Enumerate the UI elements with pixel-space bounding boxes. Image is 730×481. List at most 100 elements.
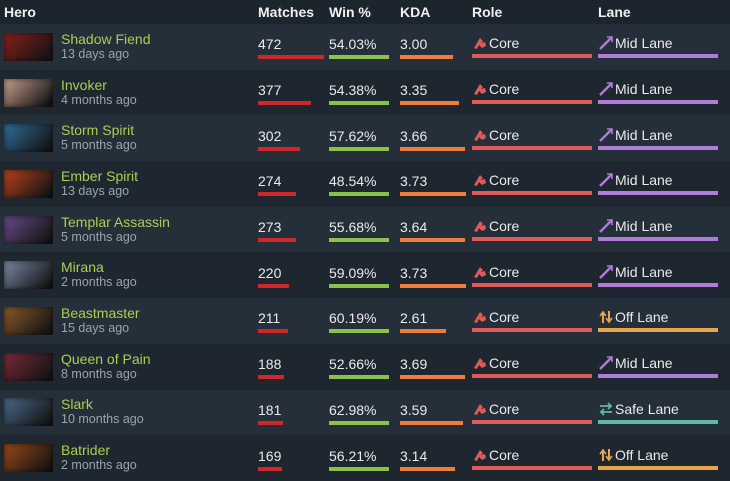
lane-label: Mid Lane: [598, 264, 730, 280]
hero-portrait[interactable]: [4, 306, 53, 335]
table-row[interactable]: Storm Spirit 5 months ago 302 57.62% 3.66 Cor…: [0, 115, 730, 162]
lane-label: Safe Lane: [598, 401, 730, 417]
hero-name-link[interactable]: Storm Spirit: [61, 122, 135, 139]
role-cell: Core: [470, 390, 596, 435]
header-role[interactable]: Role: [472, 4, 503, 20]
lane-text: Mid Lane: [615, 218, 673, 235]
table-row[interactable]: Ember Spirit 13 days ago 274 48.54% 3.73 Core…: [0, 161, 730, 207]
matches-bar-fill: [258, 375, 285, 380]
role-bar: [472, 419, 592, 424]
lane-bar: [598, 282, 718, 287]
matches-value: 169: [258, 447, 282, 464]
role-cell: Core: [470, 161, 596, 206]
table-header: Hero Matches Win % KDA Role Lane: [0, 0, 730, 24]
kda-bar-fill: [400, 192, 466, 197]
matches-bar: [258, 101, 324, 106]
hero-name-link[interactable]: Ember Spirit: [61, 167, 139, 184]
hero-portrait[interactable]: [4, 261, 53, 290]
table-row[interactable]: Invoker 4 months ago 377 54.38% 3.35 Core Mid …: [0, 69, 730, 116]
hero-name-link[interactable]: Invoker: [61, 76, 107, 93]
header-kda[interactable]: KDA: [400, 4, 431, 20]
hero-name-link[interactable]: Beastmaster: [61, 304, 140, 321]
win-rate-bar-fill: [329, 55, 389, 60]
hero-portrait[interactable]: [4, 32, 53, 61]
kda-bar-fill: [400, 101, 460, 106]
table-row[interactable]: Shadow Fiend 13 days ago 472 54.03% 3.00 Core…: [0, 24, 730, 70]
header-hero[interactable]: Hero: [4, 4, 36, 20]
lane-text: Off Lane: [615, 309, 669, 326]
table-row[interactable]: Templar Assassin 5 months ago 273 55.68% 3.6…: [0, 206, 730, 253]
role-bar-fill: [472, 374, 592, 379]
header-lane[interactable]: Lane: [598, 4, 631, 20]
hero-portrait[interactable]: [4, 169, 53, 198]
hero-portrait[interactable]: [4, 444, 53, 473]
hero-text: Batrider 2 months ago: [61, 443, 137, 473]
lane-bar-fill: [598, 145, 718, 150]
hero-cell: Slark 10 months ago: [0, 397, 256, 427]
lane-cell: Mid Lane: [596, 116, 730, 161]
lane-label: Mid Lane: [598, 218, 730, 234]
table-row[interactable]: Mirana 2 months ago 220 59.09% 3.73 Core Mid L…: [0, 252, 730, 299]
lane-cell: Off Lane: [596, 436, 730, 481]
win-rate-value: 60.19%: [329, 310, 377, 327]
hero-name-link[interactable]: Batrider: [61, 442, 111, 459]
hero-portrait[interactable]: [4, 78, 53, 107]
kda-cell: 3.73: [398, 253, 470, 298]
role-cell: Core: [470, 298, 596, 343]
hero-name-link[interactable]: Slark: [61, 396, 93, 413]
kda-bar: [400, 283, 466, 288]
lane-label: Mid Lane: [598, 35, 730, 51]
hero-name-link[interactable]: Mirana: [61, 259, 104, 276]
kda-cell: 3.59: [398, 390, 470, 435]
kda-value: 3.64: [400, 219, 428, 236]
lane-cell: Mid Lane: [596, 253, 730, 298]
role-bar: [472, 328, 592, 333]
hero-portrait[interactable]: [4, 398, 53, 427]
last-played-time: 8 months ago: [61, 366, 137, 381]
lane-text: Safe Lane: [615, 400, 679, 417]
role-label: Core: [472, 81, 596, 97]
mid-lane-icon: [598, 127, 614, 142]
lane-bar: [598, 419, 718, 424]
matches-bar-fill: [258, 329, 288, 334]
role-cell: Core: [470, 344, 596, 389]
kda-cell: 3.35: [398, 70, 470, 115]
table-row[interactable]: Batrider 2 months ago 169 56.21% 3.14 Core Off…: [0, 435, 730, 481]
hero-name-link[interactable]: Templar Assassin: [61, 213, 170, 230]
kda-bar-fill: [400, 420, 464, 425]
hero-name-link[interactable]: Shadow Fiend: [61, 30, 151, 47]
win-rate-bar-fill: [329, 466, 389, 471]
matches-bar-fill: [258, 420, 284, 425]
matches-bar-fill: [258, 283, 290, 288]
lane-text: Mid Lane: [615, 355, 673, 372]
role-bar-fill: [472, 328, 592, 333]
hero-portrait[interactable]: [4, 215, 53, 244]
last-played-time: 5 months ago: [61, 138, 137, 153]
role-bar-fill: [472, 54, 592, 59]
role-text: Core: [489, 35, 520, 52]
role-cell: Core: [470, 70, 596, 115]
matches-bar: [258, 238, 324, 243]
core-role-icon: [472, 219, 488, 233]
kda-value: 3.59: [400, 401, 428, 418]
hero-portrait[interactable]: [4, 124, 53, 153]
role-bar-fill: [472, 191, 592, 196]
kda-cell: 3.64: [398, 207, 470, 252]
matches-cell: 274: [256, 161, 327, 206]
table-row[interactable]: Beastmaster 15 days ago 211 60.19% 2.61 Core O…: [0, 298, 730, 344]
header-win-rate[interactable]: Win %: [329, 4, 371, 20]
role-cell: Core: [470, 116, 596, 161]
lane-bar: [598, 191, 718, 196]
matches-cell: 273: [256, 207, 327, 252]
win-rate-cell: 59.09%: [327, 253, 398, 298]
win-rate-cell: 60.19%: [327, 298, 398, 343]
hero-portrait[interactable]: [4, 352, 53, 381]
table-row[interactable]: Queen of Pain 8 months ago 188 52.66% 3.69 Co…: [0, 343, 730, 390]
table-row[interactable]: Slark 10 months ago 181 62.98% 3.59 Core Safe …: [0, 389, 730, 436]
header-matches[interactable]: Matches: [258, 4, 315, 20]
kda-bar: [400, 329, 466, 334]
lane-bar: [598, 145, 718, 150]
win-rate-bar-fill: [329, 420, 389, 425]
hero-name-link[interactable]: Queen of Pain: [61, 350, 151, 367]
lane-label: Off Lane: [598, 309, 730, 325]
